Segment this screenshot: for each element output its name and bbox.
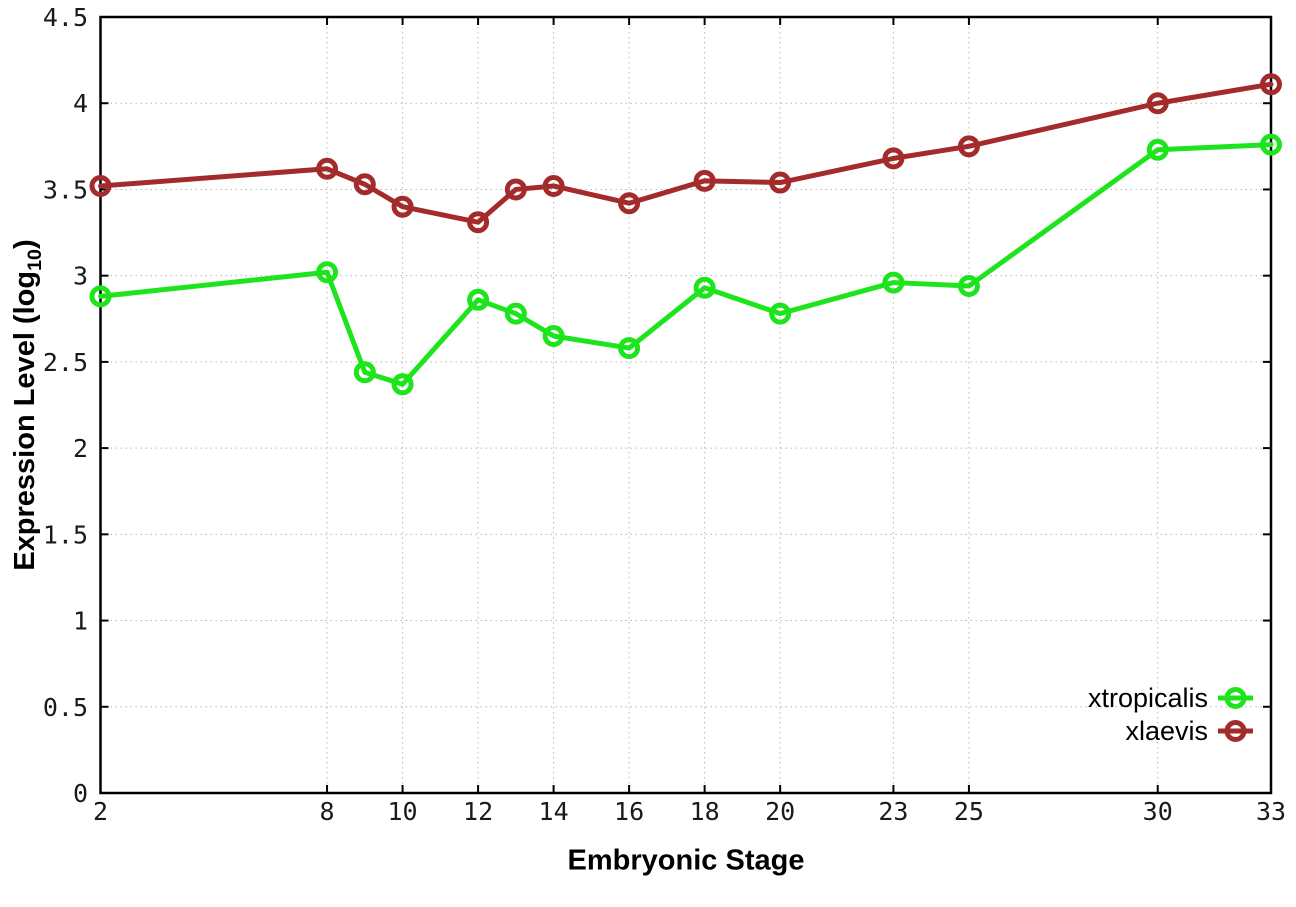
y-tick-label-2: 2 [73,434,88,463]
y-tick-label-1.5: 1.5 [43,520,88,549]
data-point-xlaevis-stage-18 [693,169,716,192]
data-point-xlaevis-stage-12 [467,211,490,234]
series-line-xtropicalis [98,142,1274,387]
legend-sample-marker-xlaevis [1224,720,1247,742]
x-tick-label-12: 12 [463,797,493,826]
data-point-xtropicalis-stage-9 [353,361,376,384]
data-point-xtropicalis-stage-8 [316,261,339,284]
data-point-xlaevis-stage-20 [769,171,792,194]
data-point-xlaevis-stage-8 [316,157,339,180]
legend-label-xtropicalis: xtropicalis [1088,683,1208,713]
series-line-xlaevis [98,81,1274,225]
data-point-xlaevis-stage-25 [957,135,980,158]
data-point-xlaevis-stage-10 [391,195,414,218]
x-tick-label-33: 33 [1256,797,1286,826]
data-point-xlaevis-stage-9 [353,173,376,196]
x-tick-label-16: 16 [614,797,644,826]
y-axis-title-subscript: 10 [23,248,46,271]
y-tick-label-1: 1 [73,607,88,636]
data-point-xtropicalis-stage-10 [391,373,414,396]
x-tick-label-25: 25 [954,797,984,826]
data-point-xlaevis-stage-16 [618,192,641,215]
data-point-xlaevis-stage-23 [882,147,905,170]
legend-label-xlaevis: xlaevis [1125,716,1208,746]
y-tick-label-0.5: 0.5 [43,693,88,722]
x-tick-label-18: 18 [690,797,720,826]
y-tick-label-3.5: 3.5 [43,175,88,204]
data-point-xtropicalis-stage-16 [618,337,641,360]
x-tick-label-14: 14 [539,797,569,826]
x-tick-label-23: 23 [878,797,908,826]
data-point-xtropicalis-stage-12 [467,288,490,311]
plot-border [99,15,1273,795]
legend-sample-marker-xtropicalis [1224,687,1247,709]
x-tick-label-10: 10 [388,797,418,826]
data-point-xlaevis-stage-30 [1146,92,1169,115]
data-point-xlaevis-stage-14 [542,174,565,197]
data-point-xtropicalis-stage-33 [1260,133,1282,156]
x-tick-label-20: 20 [765,797,795,826]
data-point-xtropicalis-stage-13 [504,302,527,325]
y-axis-title-suffix: ) [9,239,42,249]
x-axis-title: Embryonic Stage [567,844,805,877]
y-axis-title: Expression Level (log10) [9,239,47,570]
data-point-xtropicalis-stage-18 [693,276,716,299]
y-tick-label-3: 3 [73,262,88,291]
data-point-xtropicalis-stage-25 [957,275,980,298]
data-point-xlaevis-stage-13 [504,178,527,201]
data-point-xtropicalis-stage-14 [542,325,565,348]
y-tick-label-4: 4 [73,89,88,118]
data-point-xtropicalis-stage-20 [769,302,792,325]
x-tick-label-8: 8 [320,797,335,826]
data-point-xtropicalis-stage-23 [882,271,905,294]
data-point-xlaevis-stage-2 [89,174,112,197]
x-tick-label-30: 30 [1143,797,1173,826]
y-tick-label-0: 0 [73,779,88,808]
data-point-xtropicalis-stage-2 [89,285,112,308]
y-tick-label-4.5: 4.5 [43,3,88,32]
data-point-xlaevis-stage-33 [1260,73,1282,96]
data-point-xtropicalis-stage-30 [1146,138,1169,161]
y-tick-label-2.5: 2.5 [43,348,88,377]
x-tick-label-2: 2 [93,797,108,826]
y-axis-title-text: Expression Level (log [9,270,42,571]
